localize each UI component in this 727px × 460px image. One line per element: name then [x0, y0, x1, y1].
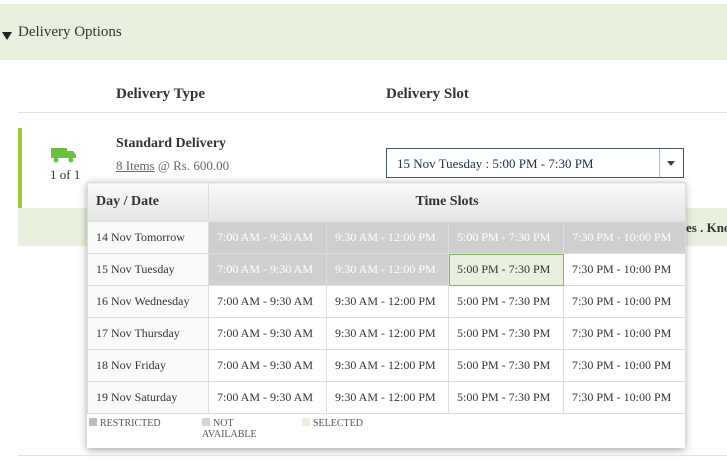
legend-item: NOT AVAILABLE: [202, 418, 262, 440]
truck-icon: [51, 148, 76, 163]
slot-dropdown[interactable]: 15 Nov Tuesday : 5:00 PM - 7:30 PM: [386, 148, 684, 178]
slot-cell[interactable]: 9:30 AM - 12:00 PM: [326, 381, 449, 414]
slot-cell[interactable]: 5:00 PM - 7:30 PM: [448, 285, 564, 318]
dropdown-divider: [659, 149, 660, 177]
price: @ Rs. 600.00: [157, 158, 230, 173]
legend-item: RESTRICTED: [89, 418, 179, 429]
legend-label: RESTRICTED: [100, 418, 161, 429]
slot-cell[interactable]: 7:00 AM - 9:30 AM: [208, 317, 327, 350]
table-header: Time Slots: [207, 182, 687, 222]
section-title: Delivery Options: [18, 24, 122, 40]
slot-cell[interactable]: 9:30 AM - 12:00 PM: [326, 285, 449, 318]
slot-cell[interactable]: 7:30 PM - 10:00 PM: [562, 253, 687, 286]
slot-cell[interactable]: 7:30 PM - 10:00 PM: [562, 317, 687, 350]
slot-cell[interactable]: 5:00 PM - 7:30 PM: [448, 381, 564, 414]
column-header: Delivery Slot: [386, 86, 469, 102]
counter: 1 of 1: [50, 167, 81, 182]
slot-cell[interactable]: 7:30 PM - 10:00 PM: [562, 285, 687, 318]
divider: [18, 112, 727, 113]
slot-cell: 9:30 AM - 12:00 PM: [326, 221, 449, 254]
dropdown-arrow: [667, 161, 675, 166]
items-link[interactable]: 8 Items: [116, 158, 155, 173]
items-line: 8 Items @ Rs. 600.00: [116, 158, 229, 174]
slot-cell[interactable]: 7:30 PM - 10:00 PM: [562, 381, 687, 414]
legend-item: SELECTED: [302, 418, 392, 429]
slot-cell: 7:00 AM - 9:30 AM: [208, 253, 327, 286]
slot-row: 16 Nov Wednesday 7:00 AM - 9:30 AM 9:30 AM…: [87, 285, 687, 318]
slot-cell[interactable]: 7:00 AM - 9:30 AM: [208, 349, 327, 382]
caret: [2, 32, 12, 40]
slot-cell[interactable]: 5:00 PM - 7:30 PM: [448, 349, 564, 382]
legend-swatch: [202, 418, 210, 426]
slot-cell[interactable]: 9:30 AM - 12:00 PM: [326, 349, 449, 382]
legend-swatch: [89, 418, 97, 426]
day-cell: 16 Nov Wednesday: [87, 285, 209, 318]
day-cell: 17 Nov Thursday: [87, 317, 209, 350]
legend-swatch: [302, 418, 310, 426]
slot-row: 15 Nov Tuesday 7:00 AM - 9:30 AM 9:30 AM -…: [87, 253, 687, 286]
slot-cell: 7:00 AM - 9:30 AM: [208, 221, 327, 254]
legend-label: NOT AVAILABLE: [202, 418, 257, 440]
accent-bar: [18, 128, 22, 208]
divider: [18, 455, 727, 456]
slot-cell[interactable]: 9:30 AM - 12:00 PM: [326, 317, 449, 350]
slot-cell[interactable]: 5:00 PM - 7:30 PM: [448, 317, 564, 350]
slot-cell: 7:30 PM - 10:00 PM: [562, 221, 687, 254]
slot-row: 18 Nov Friday 7:00 AM - 9:30 AM 9:30 AM - …: [87, 349, 687, 382]
delivery-type: Standard Delivery: [116, 136, 227, 151]
slot-cell: 9:30 AM - 12:00 PM: [326, 253, 449, 286]
slot-cell: 5:00 PM - 7:30 PM: [448, 221, 564, 254]
column-header: Delivery Type: [116, 86, 206, 102]
day-cell: 15 Nov Tuesday: [87, 253, 209, 286]
day-cell: 19 Nov Saturday: [87, 381, 209, 414]
section-header[interactable]: Delivery Options: [0, 4, 727, 60]
slot-cell[interactable]: 7:00 AM - 9:30 AM: [208, 381, 327, 414]
legend-label: SELECTED: [313, 418, 363, 429]
day-cell: 18 Nov Friday: [87, 349, 209, 382]
slot-row: 19 Nov Saturday 7:00 AM - 9:30 AM 9:30 AM …: [87, 381, 687, 414]
slot-cell[interactable]: 7:00 AM - 9:30 AM: [208, 285, 327, 318]
banner-text: es . Kno: [686, 220, 727, 235]
slot-cell: 5:00 PM - 7:30 PM: [448, 253, 564, 286]
slot-table: Day / Date Time Slots 14 Nov Tomorrow 7:0…: [87, 182, 687, 414]
slot-popup: Day / Date Time Slots 14 Nov Tomorrow 7:0…: [87, 182, 687, 448]
day-cell: 14 Nov Tomorrow: [87, 221, 209, 254]
slot-row: 14 Nov Tomorrow 7:00 AM - 9:30 AM 9:30 AM …: [87, 221, 687, 254]
slot-cell[interactable]: 7:30 PM - 10:00 PM: [562, 349, 687, 382]
table-header: Day / Date: [87, 182, 209, 222]
slot-row: 17 Nov Thursday 7:00 AM - 9:30 AM 9:30 AM …: [87, 317, 687, 350]
dropdown-value: 15 Nov Tuesday : 5:00 PM - 7:30 PM: [397, 156, 594, 171]
